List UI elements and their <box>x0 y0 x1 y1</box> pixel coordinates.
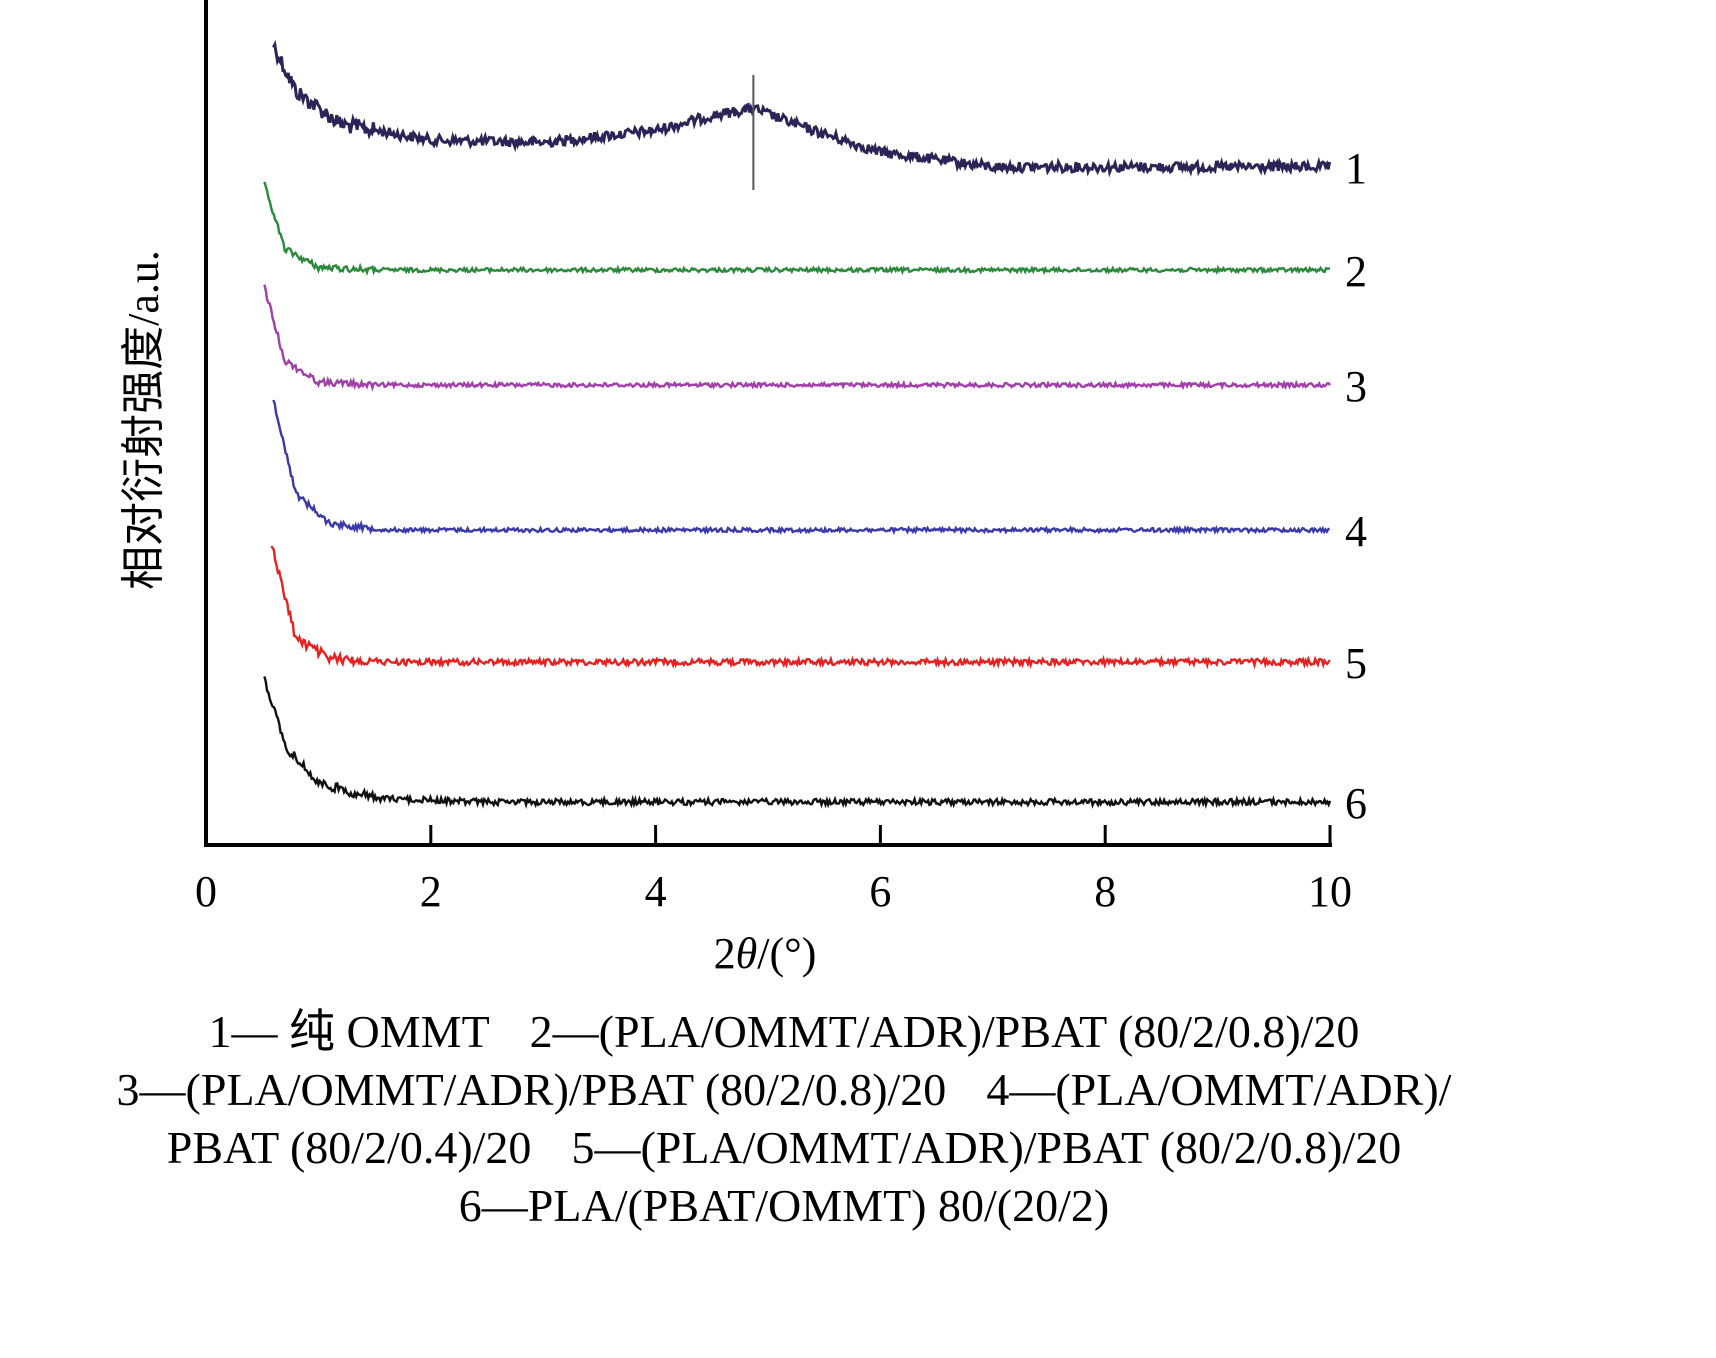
curve-4 <box>272 399 1331 536</box>
curve-2 <box>263 181 1331 276</box>
caption-item: 1— 纯 OMMT <box>208 1006 490 1057</box>
curves-group <box>263 39 1332 810</box>
curve-label-5: 5 <box>1345 639 1367 688</box>
caption-item: 4—(PLA/OMMT/ADR)/ <box>986 1064 1452 1115</box>
caption-item: 2—(PLA/OMMT/ADR)/PBAT (80/2/0.8)/20 <box>529 1006 1360 1057</box>
caption-item: 5—(PLA/OMMT/ADR)/PBAT (80/2/0.8)/20 <box>571 1122 1402 1173</box>
curve-labels-group: 1 2 3 4 5 6 <box>1345 144 1367 828</box>
x-tick-label-10: 10 <box>1308 867 1352 916</box>
curve-1 <box>272 39 1332 178</box>
curve-3 <box>263 284 1331 392</box>
curve-5 <box>270 545 1331 670</box>
caption-line-3: PBAT (80/2/0.4)/20 5—(PLA/OMMT/ADR)/PBAT … <box>0 1120 1568 1176</box>
curve-6 <box>263 676 1332 810</box>
curve-label-1: 1 <box>1345 144 1367 193</box>
x-tick-label-4: 4 <box>645 867 667 916</box>
curve-label-6: 6 <box>1345 779 1367 828</box>
curve-label-2: 2 <box>1345 247 1367 296</box>
x-tick-label-8: 8 <box>1094 867 1116 916</box>
caption-item: PBAT (80/2/0.4)/20 <box>166 1122 532 1173</box>
x-tick-label-0: 0 <box>195 867 217 916</box>
x-ticks-group: 0 2 4 6 8 10 <box>195 825 1352 916</box>
x-axis-title: 2θ/(°) <box>714 929 817 978</box>
caption-line-4: 6—PLA/(PBAT/OMMT) 80/(20/2) <box>0 1178 1568 1234</box>
caption-item: 3—(PLA/OMMT/ADR)/PBAT (80/2/0.8)/20 <box>116 1064 947 1115</box>
caption-line-1: 1— 纯 OMMT 2—(PLA/OMMT/ADR)/PBAT (80/2/0.8… <box>0 1004 1568 1060</box>
x-tick-label-2: 2 <box>420 867 442 916</box>
x-tick-label-6: 6 <box>869 867 891 916</box>
caption-line-2: 3—(PLA/OMMT/ADR)/PBAT (80/2/0.8)/20 4—(PL… <box>0 1062 1568 1118</box>
y-axis-title: 相对衍射强度/a.u. <box>119 250 168 590</box>
curve-label-3: 3 <box>1345 362 1367 411</box>
curve-label-4: 4 <box>1345 507 1367 556</box>
caption-item: 6—PLA/(PBAT/OMMT) 80/(20/2) <box>458 1180 1110 1231</box>
